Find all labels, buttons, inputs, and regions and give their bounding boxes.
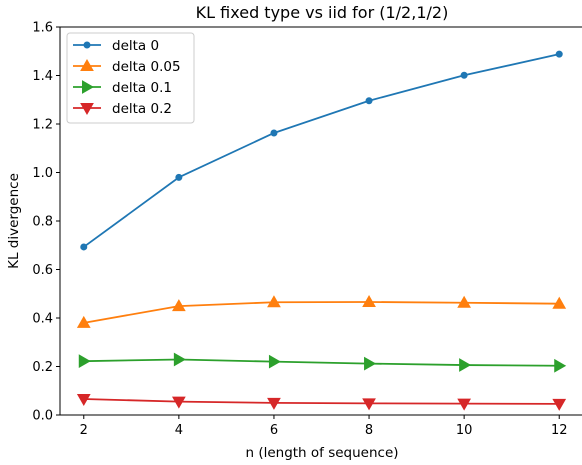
legend-item: delta 0.2: [73, 101, 172, 117]
data-point: [552, 296, 567, 309]
data-point: [362, 294, 376, 307]
x-tick-label: 6: [270, 423, 278, 438]
series-line: [83, 358, 560, 367]
data-point: [173, 352, 186, 367]
data-point: [267, 295, 281, 308]
legend-box: [66, 32, 195, 124]
legend-marker: [80, 103, 94, 116]
legend: delta 0 delta 0.05 delta 0.1 delta 0.2: [66, 32, 195, 124]
y-tick-label: 0.0: [32, 409, 53, 424]
y-tick-label: 1.0: [32, 166, 53, 181]
x-axis: 2 4 6 8 10 12: [80, 415, 568, 438]
data-point: [270, 129, 278, 137]
legend-label: delta 0.2: [112, 101, 172, 117]
data-point: [555, 50, 563, 58]
data-point: [267, 397, 281, 410]
legend-item: delta 0.1: [73, 80, 172, 96]
chart-title: KL fixed type vs iid for (1/2,1/2): [196, 3, 449, 22]
data-point: [172, 396, 186, 409]
data-point: [172, 299, 186, 312]
data-point: [554, 358, 567, 373]
legend-label: delta 0: [112, 38, 159, 54]
x-tick-label: 10: [456, 423, 473, 438]
x-axis-label: n (length of sequence): [245, 445, 398, 461]
y-tick-label: 1.2: [32, 118, 53, 133]
y-tick-label: 0.6: [32, 263, 53, 278]
data-point: [364, 356, 377, 371]
legend-item: delta 0.05: [73, 58, 181, 75]
data-point: [457, 398, 471, 411]
legend-label: delta 0.05: [112, 59, 181, 75]
series-group: [76, 393, 567, 411]
y-tick-label: 0.8: [32, 215, 53, 230]
x-tick-label: 12: [551, 423, 568, 438]
plot-area: 2 4 6 8 10 12 0.0 0.2 0.4 0.6 0.8 1.0 1.2 1.4 1.6: [32, 21, 582, 438]
legend-label: delta 0.1: [112, 80, 172, 96]
data-point: [175, 173, 183, 181]
series-group: [80, 50, 563, 251]
legend-marker: [80, 58, 94, 71]
series-group: [76, 294, 567, 328]
y-tick-label: 0.2: [32, 360, 53, 375]
y-tick-label: 1.4: [32, 69, 53, 84]
legend-marker: [83, 41, 91, 49]
x-tick-label: 4: [175, 423, 183, 438]
data-point: [76, 393, 91, 407]
series-layer: [76, 50, 567, 411]
data-point: [362, 398, 376, 411]
series-group: [78, 352, 567, 373]
data-point: [365, 97, 373, 105]
data-point: [80, 243, 88, 251]
y-tick-label: 0.4: [32, 312, 53, 327]
y-axis: 0.0 0.2 0.4 0.6 0.8 1.0 1.2 1.4 1.6: [32, 21, 60, 424]
x-tick-label: 8: [365, 423, 373, 438]
data-point: [268, 354, 281, 369]
data-point: [459, 358, 472, 372]
data-point: [552, 398, 567, 411]
data-point: [78, 354, 91, 369]
series-line: [83, 53, 560, 248]
y-axis-label: KL divergence: [6, 173, 22, 269]
legend-marker: [82, 80, 95, 94]
series-line: [83, 301, 560, 324]
data-point: [460, 71, 468, 79]
series-line: [83, 398, 560, 405]
data-point: [457, 295, 471, 308]
y-tick-label: 1.6: [32, 21, 53, 36]
data-point: [76, 315, 91, 328]
x-tick-label: 2: [80, 423, 88, 438]
legend-item: delta 0: [73, 38, 159, 54]
